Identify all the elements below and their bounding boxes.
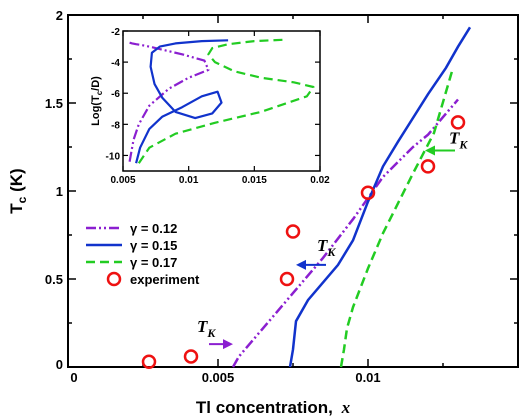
experiment-point xyxy=(285,224,301,239)
main-series xyxy=(231,26,472,368)
y-tick-label: 1.5 xyxy=(45,96,63,111)
legend-swatch-experiment xyxy=(106,271,122,287)
tk-label: TK xyxy=(317,236,336,259)
x-tick-label: 0.005 xyxy=(202,370,235,385)
inset-axis-ticks xyxy=(122,30,321,171)
inset-series-line xyxy=(137,38,315,164)
legend-label: γ = 0.17 xyxy=(130,255,177,270)
experiment-point xyxy=(360,185,376,201)
inset-y-tick-label: -10 xyxy=(106,151,121,162)
inset-x-tick-label: 0.01 xyxy=(179,175,199,186)
y-tick-label: 2 xyxy=(56,8,63,23)
x-tick-label: 0.01 xyxy=(355,370,380,385)
experiment-point xyxy=(141,354,157,369)
inset-y-tick-label: -6 xyxy=(111,89,120,100)
inset-frame xyxy=(122,30,321,172)
main-plot: 0 0.005 0.01 0 0.5 1 1.5 2 TK TK TK xyxy=(45,8,519,385)
inset-y-tick-label: -8 xyxy=(111,120,120,131)
inset-y-tick-label: -2 xyxy=(111,27,120,38)
x-axis-title: Tl concentration, x xyxy=(196,398,351,417)
experiment-point xyxy=(420,159,436,174)
y-tick-label: 1 xyxy=(56,184,63,199)
experiment-point xyxy=(279,271,295,287)
inset-series-line xyxy=(135,39,229,164)
inset-y-axis-title: Log(Tc/D) xyxy=(90,76,104,126)
experiment-point xyxy=(183,349,199,364)
tk-label: TK xyxy=(449,128,468,151)
legend-label: γ = 0.15 xyxy=(130,238,177,253)
tk-arrow-head xyxy=(425,145,435,156)
legend-label: γ = 0.12 xyxy=(130,221,177,236)
inset-x-tick-label: 0.015 xyxy=(242,175,267,186)
y-axis-title: Tc (K) xyxy=(7,168,29,213)
tk-arrow-head xyxy=(223,339,233,350)
experiment-points xyxy=(141,115,466,369)
tk-label: TK xyxy=(197,317,216,340)
main-axis-ticks xyxy=(67,14,519,368)
main-axis-tick-labels: 0 0.005 0.01 0 0.5 1 1.5 2 xyxy=(45,8,381,385)
inset-series-line xyxy=(128,41,210,162)
inset-x-tick-label: 0.02 xyxy=(310,175,330,186)
inset-x-tick-label: 0.005 xyxy=(110,175,135,186)
inset-series xyxy=(128,38,315,164)
series-line-gamma-0 xyxy=(231,98,459,368)
x-tick-label: 0 xyxy=(70,370,77,385)
legend-label: experiment xyxy=(130,272,200,287)
tk-arrow-head xyxy=(296,259,306,270)
y-tick-label: 0.5 xyxy=(45,272,63,287)
legend: γ = 0.12 γ = 0.15 γ = 0.17 experiment xyxy=(86,221,200,287)
experiment-point xyxy=(450,115,466,130)
series-line-gamma-2 xyxy=(339,70,454,368)
inset-y-tick-label: -4 xyxy=(111,58,120,69)
inset-plot: 0.005 0.01 0.015 0.02 -2 -4 -6 -8 -10 Log(Tc/D) xyxy=(90,27,330,186)
tk-annotations: TK TK TK xyxy=(197,128,468,350)
y-tick-label: 0 xyxy=(56,357,63,372)
inset-axis-tick-labels: 0.005 0.01 0.015 0.02 -2 -4 -6 -8 -10 xyxy=(106,27,331,186)
series-line-gamma-1 xyxy=(288,26,472,368)
